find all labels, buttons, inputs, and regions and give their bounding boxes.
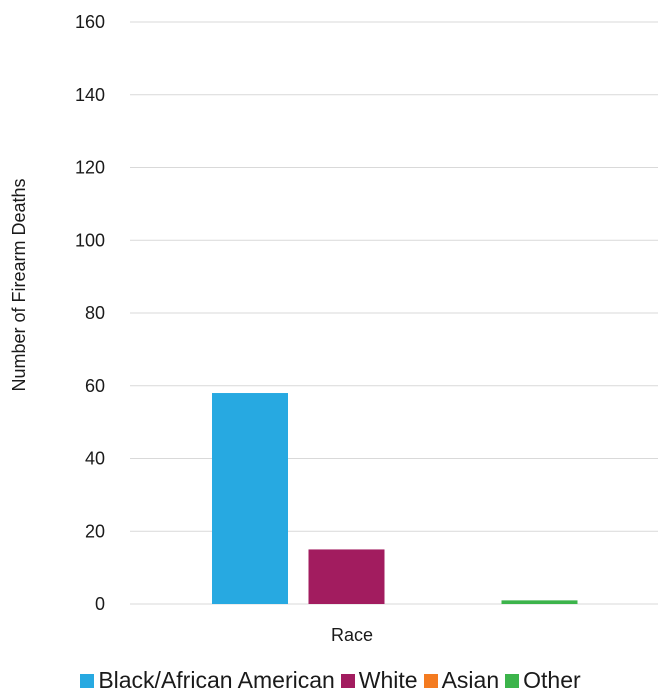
y-axis-ticks: 0 20 40 60 80 100 120 140 160 [75, 12, 105, 614]
legend-item: Black/African American [80, 667, 335, 694]
bar-black-african-american [212, 393, 288, 604]
legend-label: White [358, 667, 418, 693]
y-tick-label: 0 [95, 594, 105, 614]
legend-label: Other [523, 667, 581, 693]
bar-other [501, 600, 578, 604]
x-category-label: Race [331, 625, 373, 645]
y-tick-label: 120 [75, 158, 105, 178]
legend-item: White [340, 667, 418, 694]
bars [212, 393, 578, 604]
legend-item: Asian [423, 667, 500, 694]
y-tick-label: 60 [85, 376, 105, 396]
x-axis-ticks: Race [331, 625, 373, 645]
legend-swatch [505, 673, 520, 688]
legend-swatch [340, 673, 355, 688]
legend-swatch [423, 673, 438, 688]
y-tick-label: 40 [85, 449, 105, 469]
legend: Black/African American White Asian Other [0, 667, 661, 694]
y-tick-label: 80 [85, 303, 105, 323]
gridlines [130, 21, 658, 605]
legend-swatch [80, 673, 95, 688]
y-axis-title: Number of Firearm Deaths [9, 178, 29, 391]
legend-label: Asian [441, 667, 500, 693]
bar-white [308, 549, 385, 604]
legend-label: Black/African American [98, 667, 335, 693]
y-tick-label: 100 [75, 230, 105, 250]
y-tick-label: 20 [85, 521, 105, 541]
y-tick-label: 160 [75, 12, 105, 32]
y-tick-label: 140 [75, 85, 105, 105]
legend-item: Other [505, 667, 581, 694]
